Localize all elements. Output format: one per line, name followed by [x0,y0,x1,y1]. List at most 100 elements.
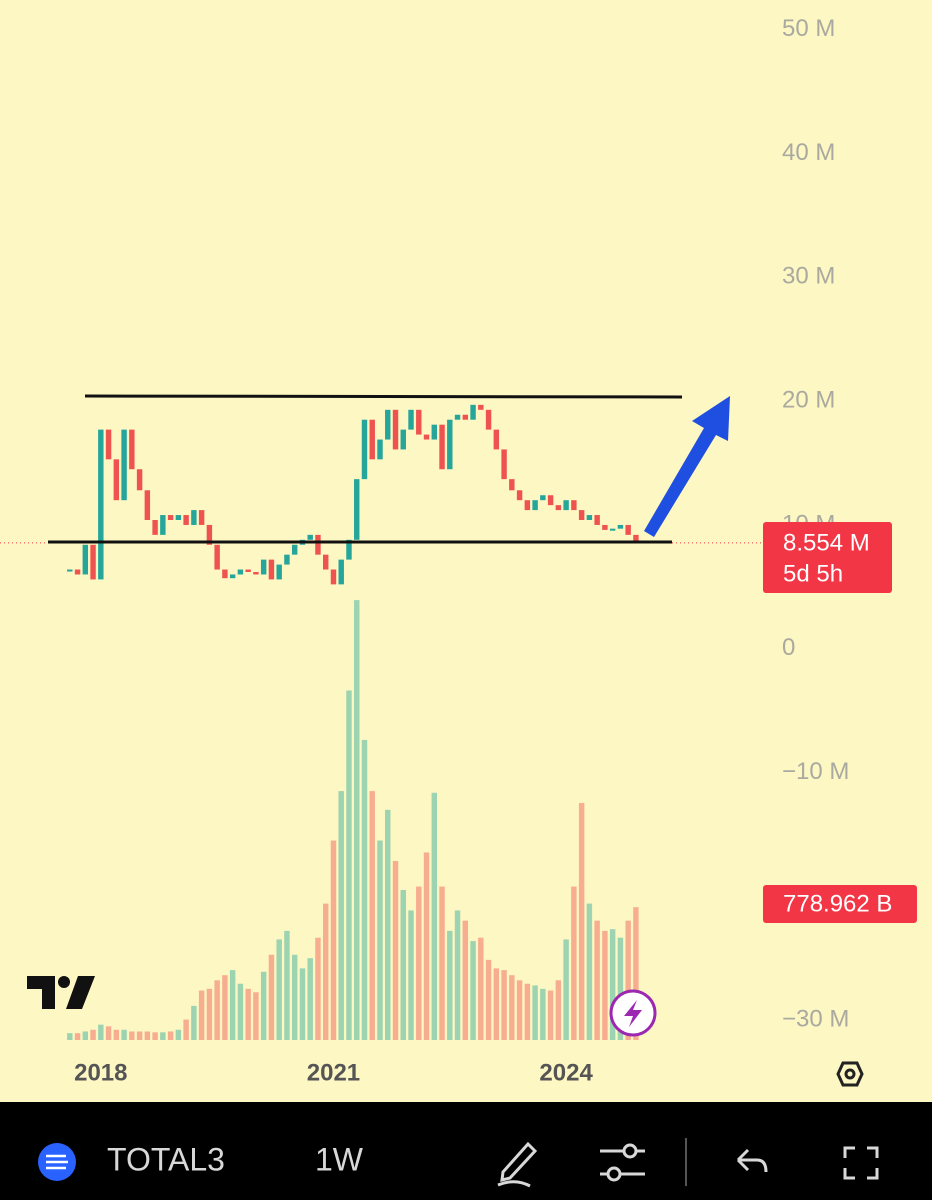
candle [555,505,562,511]
candle [369,419,375,460]
volume-bar [501,970,507,1040]
interval[interactable]: 1W [315,1141,364,1177]
volume-bar [237,983,244,1040]
indicators-button[interactable] [600,1143,645,1182]
volume-bar [454,910,461,1040]
draw-button[interactable] [497,1141,538,1188]
candle [245,569,251,572]
volume-bar [330,840,337,1040]
settings-button[interactable] [836,1061,864,1087]
volume-bar [175,1029,182,1040]
lightning-button[interactable] [609,989,657,1037]
candle [98,429,104,580]
candle [524,500,531,511]
volume-bar [439,886,445,1040]
candle [338,559,344,585]
candle [547,495,554,506]
candle [268,559,275,580]
volume-bar [253,992,259,1040]
toolbar [0,1102,932,1200]
candle [439,424,445,470]
candle [416,409,422,435]
resistance-line [84,394,683,399]
candle [377,439,383,460]
volume-bar [284,930,290,1040]
symbol[interactable]: TOTAL3 [107,1141,225,1177]
volume-bar [385,809,391,1040]
y-tick-label: 40 M [782,139,835,166]
candle [121,429,127,501]
candle [136,469,143,491]
candle [160,515,166,535]
x-tick-label: 2021 [307,1059,360,1086]
volume-bar [152,1032,158,1040]
volume-bar [540,988,546,1040]
volume-bar [625,920,631,1040]
candle [586,515,593,520]
volume-bar [408,910,414,1040]
volume-bar [609,929,616,1040]
volume-bar [431,792,437,1040]
volume-bar [563,939,569,1040]
candle [532,500,538,511]
volume-bar [602,930,608,1040]
volume-bar [594,920,600,1040]
candle [198,510,205,525]
volume-bar [532,985,538,1040]
undo-button[interactable] [736,1148,768,1173]
volume-bar [105,1026,112,1040]
volume-bar [291,954,298,1040]
volume-bar [191,1005,197,1040]
volume-bar [586,903,593,1040]
plot [0,404,763,1040]
candle [183,515,189,525]
candle [392,409,399,450]
fullscreen-button[interactable] [843,1146,879,1180]
volume-bar [98,1024,104,1040]
volume-bar [493,968,500,1040]
volume-bar [307,958,313,1040]
volume-bar [547,990,554,1040]
volume-bar [470,941,476,1040]
countdown: 5d 5h [783,560,843,587]
candle [594,515,600,525]
candle [105,429,112,460]
volume-bar [555,980,562,1040]
candle [602,524,608,530]
volume-bar [144,1031,151,1040]
candle [493,429,500,450]
volume-bar [121,1029,127,1040]
symbol-icon[interactable] [38,1143,76,1181]
volume-bar [74,1033,81,1040]
volume-bar [90,1029,96,1040]
volume-bar [617,937,624,1040]
candle [501,449,507,480]
candle [354,479,360,540]
volume-bar [485,959,492,1040]
price-badge [763,522,892,593]
volume-bar [136,1031,143,1040]
y-tick-label: −10 M [782,758,849,785]
y-tick-label: 0 [782,634,795,661]
volume-bar [346,690,352,1040]
candle [291,544,298,555]
candle [400,429,406,450]
volume-bar [229,970,236,1040]
candle [260,559,267,575]
candle [175,515,182,520]
volume-bar [400,889,406,1040]
volume-bar [67,1033,73,1040]
candle [144,490,151,520]
candle [516,490,523,501]
candle [563,500,569,511]
candle [454,414,461,420]
candle [206,524,213,545]
volume-bar [222,975,228,1040]
candle [229,574,236,579]
volume-bar [478,937,484,1040]
candle [361,419,368,480]
candle [408,409,414,430]
volume-bar [377,840,383,1040]
candle [214,544,220,570]
